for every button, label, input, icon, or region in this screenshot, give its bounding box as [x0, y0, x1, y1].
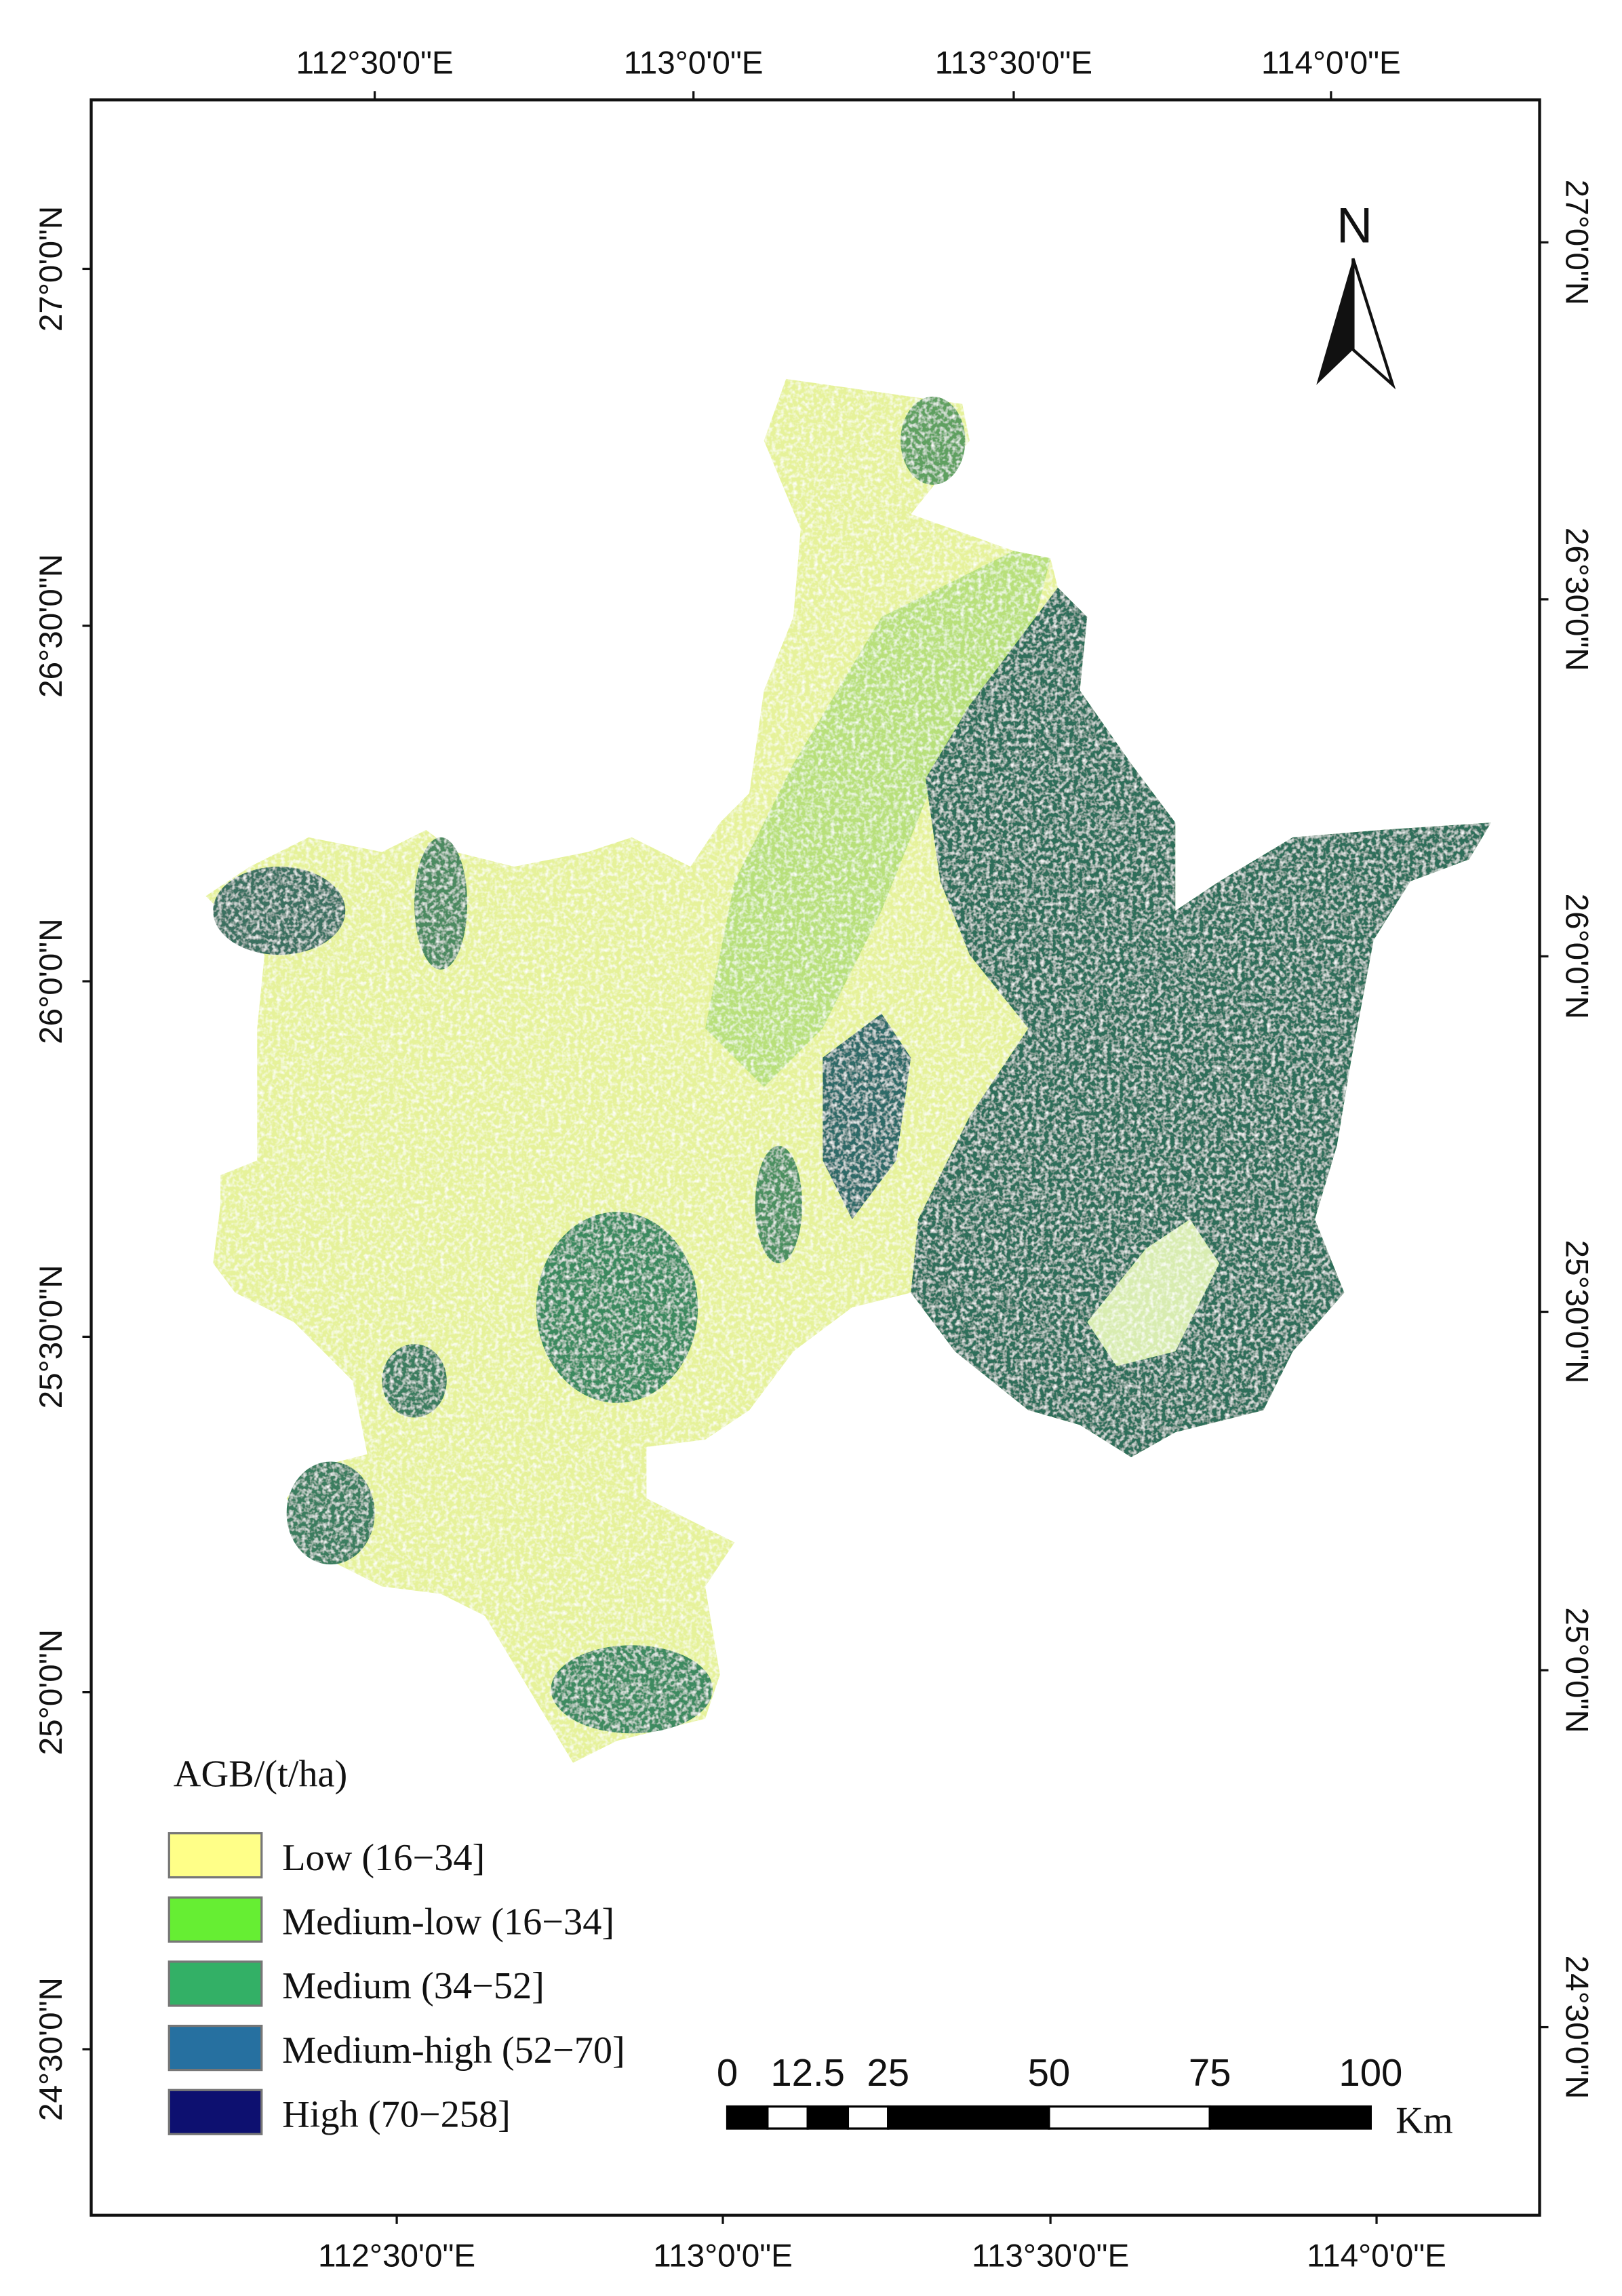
legend-label: Medium (34−52]	[282, 1965, 545, 2007]
scale-tick-label: 75	[1189, 2051, 1231, 2094]
region-medium-c	[755, 1145, 803, 1264]
legend-label: Low (16−34]	[282, 1837, 485, 1879]
lat-label: 26°30'0"N	[1559, 528, 1595, 671]
legend-label: High (70−258]	[282, 2093, 511, 2135]
bottom-labels: 112°30'0"E 113°0'0"E 113°30'0"E 114°0'0"…	[318, 2238, 1446, 2274]
graticule-ticks	[82, 91, 1549, 2224]
lat-label: 26°0'0"N	[1559, 894, 1595, 1019]
legend-label: Medium-low (16−34]	[282, 1901, 614, 1943]
lat-label: 27°0'0"N	[1559, 180, 1595, 305]
scale-tick-label: 12.5	[770, 2051, 845, 2094]
lon-label: 113°0'0"E	[653, 2238, 793, 2274]
lon-label: 113°30'0"E	[972, 2238, 1129, 2274]
legend-items: Low (16−34] Medium-low (16−34] Medium (34−…	[167, 1832, 625, 2135]
legend-swatch	[167, 1832, 263, 1879]
lat-label: 25°30'0"N	[33, 1265, 69, 1408]
north-arrow: N	[1316, 197, 1396, 390]
scale-bar: Km 0 12.5 25 50 75 100	[717, 2051, 1453, 2141]
region-medium-west	[286, 1461, 375, 1565]
lat-label: 24°30'0"N	[33, 1977, 69, 2121]
region-medlow	[705, 551, 1051, 1088]
lat-label: 26°30'0"N	[33, 554, 69, 698]
scale-segment	[887, 2105, 1050, 2130]
lat-label: 26°0'0"N	[33, 918, 69, 1044]
lon-label: 114°0'0"E	[1261, 45, 1401, 81]
map-frame	[90, 98, 1541, 2217]
legend-swatch	[167, 1896, 263, 1943]
lat-label: 24°30'0"N	[1559, 1956, 1595, 2099]
left-labels: 27°0'0"N 26°30'0"N 26°0'0"N 25°30'0"N 25…	[33, 206, 69, 2121]
scale-segment	[806, 2105, 850, 2130]
scale-segment	[1208, 2105, 1372, 2130]
legend-swatch	[167, 2089, 263, 2135]
region-high-east	[911, 587, 1492, 1458]
scale-unit: Km	[1396, 2100, 1452, 2142]
region-medium-n	[414, 837, 468, 970]
scale-tick-label: 100	[1339, 2051, 1402, 2094]
arrow-left	[1316, 258, 1353, 385]
right-labels: 27°0'0"N 26°30'0"N 26°0'0"N 25°30'0"N 25…	[1559, 180, 1595, 2099]
region-high-mid	[823, 1013, 911, 1220]
agb-raster	[205, 378, 1492, 1763]
lon-label: 113°0'0"E	[624, 45, 764, 81]
scale-segment	[726, 2105, 769, 2130]
scale-segment	[766, 2105, 809, 2130]
lon-label: 112°30'0"E	[318, 2238, 475, 2274]
region-medium-nw	[213, 867, 346, 955]
legend-title: AGB/(t/ha)	[174, 1753, 348, 1795]
scale-tick-label: 50	[1028, 2051, 1071, 2094]
region-medium-south	[536, 1212, 698, 1403]
legend-swatch	[167, 2024, 263, 2072]
lon-label: 112°30'0"E	[296, 45, 453, 81]
lon-label: 113°30'0"E	[935, 45, 1092, 81]
lon-label: 114°0'0"E	[1307, 2238, 1446, 2274]
region-medium-southwest	[551, 1645, 713, 1734]
north-label: N	[1337, 197, 1372, 253]
legend-label: Medium-high (52−70]	[282, 2030, 625, 2072]
scale-tick-label: 25	[867, 2051, 909, 2094]
legend-swatch	[167, 1960, 263, 2007]
scale-segment	[1048, 2105, 1211, 2130]
region-medium-w2	[382, 1344, 447, 1418]
legend: AGB/(t/ha) Low (16−34] Medium-low (16−34]…	[167, 1753, 625, 2135]
scale-tick-label: 0	[717, 2051, 738, 2094]
region-medium-ne	[901, 396, 966, 485]
lat-label: 27°0'0"N	[33, 206, 69, 332]
lat-label: 25°0'0"N	[1559, 1607, 1595, 1733]
top-labels: 112°30'0"E 113°0'0"E 113°30'0"E 114°0'0"…	[296, 45, 1400, 81]
arrow-right	[1351, 258, 1396, 390]
lat-label: 25°30'0"N	[1559, 1240, 1595, 1384]
lat-label: 25°0'0"N	[33, 1629, 69, 1755]
region-gap	[1087, 1219, 1220, 1366]
scale-segment	[846, 2105, 890, 2130]
